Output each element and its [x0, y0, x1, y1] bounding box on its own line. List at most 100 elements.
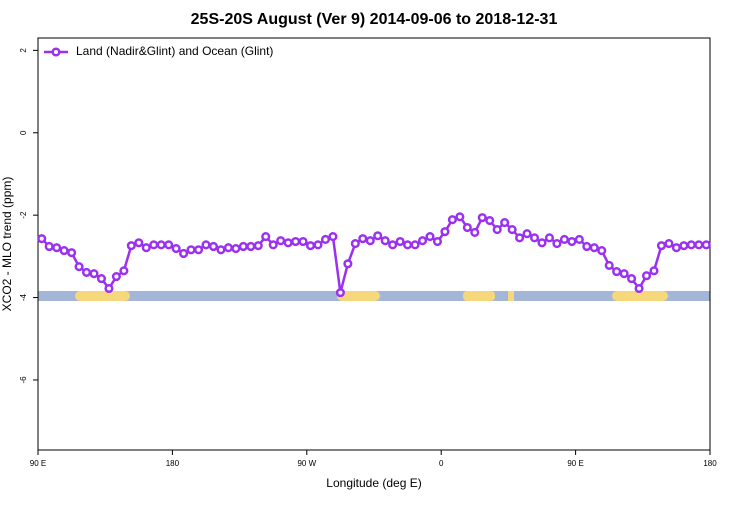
- data-point: [283, 238, 293, 248]
- x-tick-label: 180: [166, 459, 180, 468]
- data-point: [559, 234, 569, 245]
- x-axis-label: Longitude (deg E): [326, 476, 421, 490]
- data-point: [485, 215, 495, 226]
- data-point: [134, 238, 144, 248]
- data-point: [223, 243, 233, 253]
- data-point: [507, 225, 517, 235]
- data-point: [515, 233, 525, 243]
- data-point: [470, 227, 480, 238]
- data-point: [238, 241, 248, 252]
- data-point: [164, 240, 174, 250]
- data-point: [373, 231, 383, 241]
- data-point: [216, 245, 226, 255]
- series-line: [40, 215, 707, 293]
- data-point: [313, 240, 323, 250]
- data-point: [141, 243, 151, 253]
- data-point: [253, 241, 263, 251]
- data-point: [544, 233, 555, 243]
- data-point: [500, 218, 510, 228]
- data-point: [37, 234, 47, 244]
- x-tick-label: 0: [439, 459, 444, 468]
- y-axis-label: XCO2 - MLO trend (ppm): [0, 177, 14, 312]
- data-point: [395, 236, 405, 247]
- data-point: [186, 245, 196, 255]
- data-point: [67, 248, 77, 258]
- data-point: [335, 288, 345, 298]
- data-point: [597, 246, 607, 256]
- data-point: [171, 243, 181, 254]
- data-point: [589, 243, 599, 253]
- data-point: [305, 241, 316, 251]
- data-point: [462, 222, 472, 233]
- data-point: [44, 241, 54, 252]
- data-point: [89, 269, 99, 279]
- data-point: [492, 225, 502, 235]
- x-tick-label: 90 E: [567, 459, 583, 468]
- data-point: [604, 260, 614, 270]
- data-point: [74, 262, 84, 272]
- data-point: [425, 232, 435, 242]
- data-point: [380, 236, 390, 246]
- data-point: [81, 267, 92, 277]
- data-point: [328, 232, 338, 242]
- data-point: [350, 239, 360, 249]
- data-point: [104, 283, 114, 294]
- legend-label: Land (Nadir&Glint) and Ocean (Glint): [76, 44, 273, 58]
- data-point: [649, 266, 659, 276]
- data-point: [522, 229, 532, 239]
- x-tick-label: 90 W: [297, 459, 316, 468]
- data-point: [477, 213, 487, 223]
- data-point: [619, 269, 629, 279]
- data-point: [582, 241, 592, 252]
- data-point: [276, 236, 286, 246]
- data-point: [179, 248, 189, 259]
- data-point: [119, 266, 129, 276]
- data-point: [246, 241, 256, 252]
- data-point: [671, 243, 681, 253]
- data-point: [358, 234, 368, 244]
- data-point: [388, 240, 398, 250]
- data-point: [410, 240, 420, 250]
- data-point: [417, 236, 428, 246]
- data-point: [440, 227, 450, 237]
- land-ocean-strip: [38, 291, 710, 301]
- data-point: [201, 240, 211, 250]
- data-point: [59, 246, 69, 256]
- y-tick-label: 2: [19, 48, 28, 53]
- data-point: [641, 271, 652, 281]
- data-point: [455, 212, 465, 222]
- data-point: [52, 243, 62, 253]
- data-point: [664, 239, 674, 249]
- y-tick-label: -6: [19, 376, 28, 384]
- data-point: [634, 283, 644, 294]
- data-point: [231, 243, 241, 254]
- data-point: [268, 240, 278, 250]
- data-point: [111, 271, 121, 282]
- data-point: [612, 267, 622, 277]
- data-point: [261, 232, 271, 242]
- y-tick-label: 0: [19, 130, 28, 135]
- data-point: [694, 240, 704, 250]
- data-point: [343, 259, 353, 269]
- data-point: [298, 236, 308, 247]
- data-point: [403, 240, 413, 250]
- legend-marker: [51, 47, 61, 57]
- data-point: [679, 241, 689, 251]
- data-point: [365, 236, 375, 246]
- data-point: [537, 238, 547, 248]
- data-point: [320, 234, 331, 245]
- data-point: [447, 215, 457, 225]
- data-point: [149, 240, 159, 250]
- data-point: [96, 274, 107, 284]
- x-tick-label: 90 E: [30, 459, 46, 468]
- data-point: [574, 234, 584, 245]
- x-tick-label: 180: [703, 459, 717, 468]
- y-tick-label: -4: [19, 293, 28, 301]
- chart-title: 25S-20S August (Ver 9) 2014-09-06 to 201…: [191, 11, 558, 28]
- data-point: [567, 236, 577, 247]
- data-point: [208, 241, 219, 252]
- data-point: [552, 239, 562, 249]
- data-point: [701, 240, 711, 250]
- data-point: [291, 236, 301, 247]
